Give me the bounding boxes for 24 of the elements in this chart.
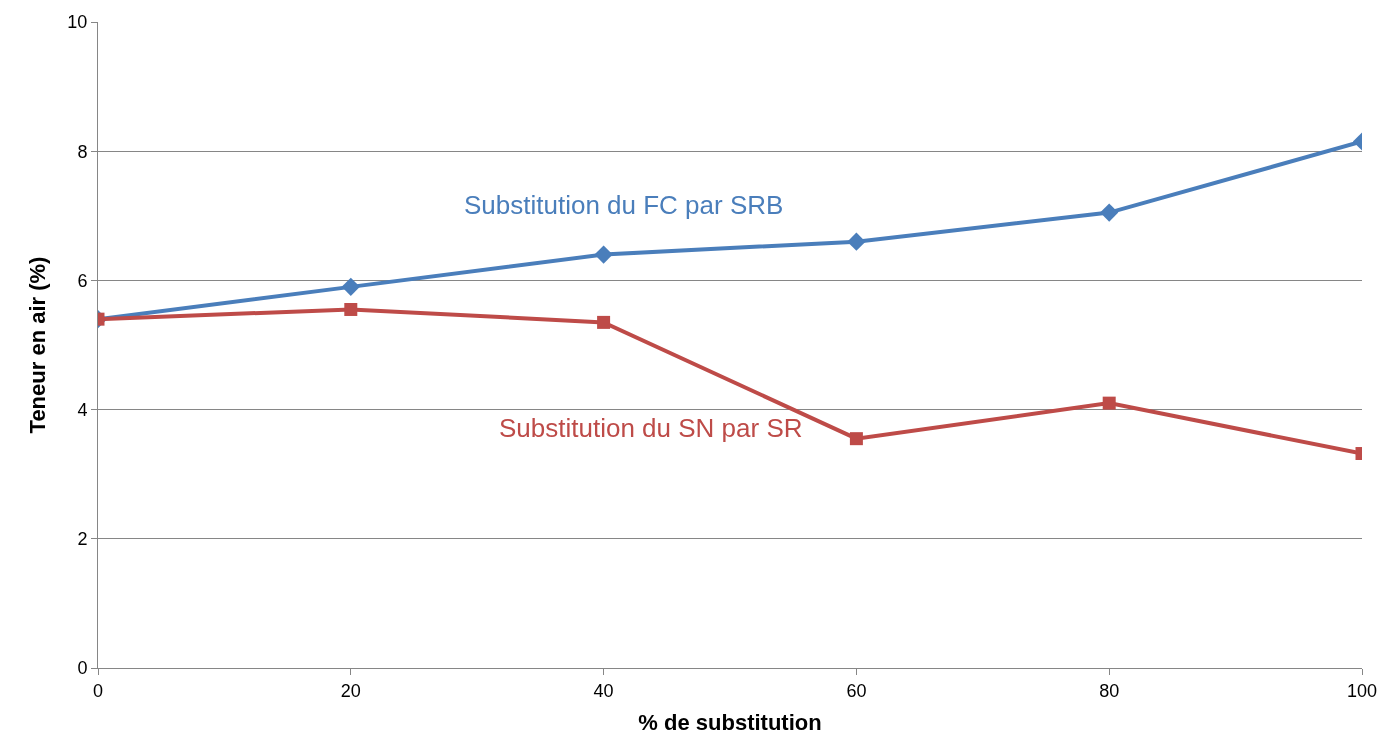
- y-tick-label: 6: [77, 270, 88, 291]
- point: [1100, 203, 1119, 222]
- y-tick-label: 8: [77, 141, 88, 162]
- y-tick-label: 4: [77, 399, 88, 420]
- y-tick-label: 2: [77, 529, 88, 550]
- y-tick-label: 10: [67, 12, 88, 33]
- x-tick-label: 40: [593, 680, 614, 701]
- x-tick-label: 0: [92, 680, 104, 701]
- x-tick-label: 100: [1346, 680, 1378, 701]
- point: [597, 315, 611, 329]
- series-label: Substitution du FC par SRB: [464, 190, 784, 220]
- point: [849, 432, 863, 446]
- series-label: Substitution du SN par SR: [499, 413, 803, 443]
- point: [847, 232, 866, 251]
- y-tick-label: 0: [77, 658, 88, 679]
- y-axis-title: Teneur en air (%): [25, 256, 51, 434]
- x-tick-label: 20: [340, 680, 361, 701]
- point: [344, 302, 358, 316]
- point: [1102, 396, 1116, 410]
- x-tick-label: 80: [1099, 680, 1120, 701]
- x-axis-title: % de substitution: [638, 710, 822, 736]
- point: [594, 245, 613, 264]
- point: [341, 277, 360, 296]
- x-tick-label: 60: [846, 680, 867, 701]
